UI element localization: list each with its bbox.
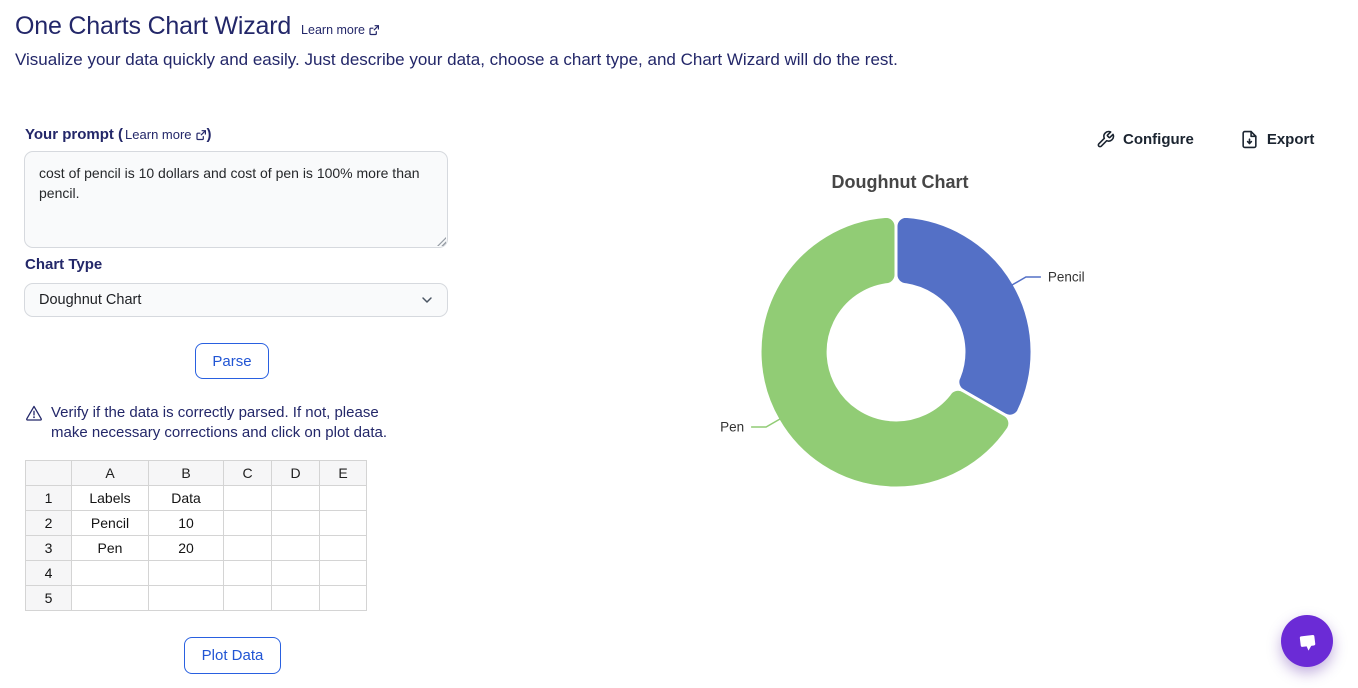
header-learn-more-label: Learn more — [301, 23, 365, 37]
sheet-row-header: 2 — [25, 510, 72, 536]
sheet-row-header: 3 — [25, 535, 72, 561]
sheet-col-header: B — [148, 460, 224, 486]
donut-label-line-pencil — [1011, 276, 1041, 286]
sheet-cell-b4[interactable] — [148, 560, 224, 586]
donut-segment-pencil[interactable] — [894, 214, 1034, 418]
file-download-icon — [1240, 130, 1259, 149]
sheet-col-header: E — [319, 460, 367, 486]
sheet-row: 1 Labels Data — [25, 485, 367, 511]
configure-button[interactable]: Configure — [1096, 130, 1194, 149]
prompt-label-suffix: ) — [206, 126, 212, 143]
prompt-learn-more-label: Learn more — [125, 127, 192, 142]
sheet-row-header: 5 — [25, 585, 72, 611]
donut-label-pen: Pen — [720, 420, 744, 435]
sheet-cell-a2[interactable]: Pencil — [71, 510, 149, 536]
sheet-cell-e1[interactable] — [319, 485, 367, 511]
plot-data-button[interactable]: Plot Data — [184, 637, 281, 674]
sheet-cell-b3[interactable]: 20 — [148, 535, 224, 561]
warning-text: Verify if the data is correctly parsed. … — [51, 404, 387, 441]
sheet-cell-d1[interactable] — [271, 485, 320, 511]
header-learn-more-link[interactable]: Learn more — [301, 23, 380, 37]
data-sheet: A B C D E 1 Labels Data 2 Pencil 10 3 Pe… — [25, 460, 367, 611]
sheet-cell-d5[interactable] — [271, 585, 320, 611]
app-header: One Charts Chart Wizard Learn more Visua… — [15, 12, 898, 70]
sheet-cell-c1[interactable] — [223, 485, 272, 511]
sheet-cell-c3[interactable] — [223, 535, 272, 561]
chart-type-select[interactable]: Doughnut Chart — [24, 283, 448, 317]
configure-label: Configure — [1123, 131, 1194, 148]
sheet-row-header: 1 — [25, 485, 72, 511]
chat-widget-button[interactable] — [1281, 615, 1333, 667]
donut-segment-pen[interactable] — [758, 214, 1012, 490]
sheet-row: 2 Pencil 10 — [25, 510, 367, 536]
donut-label-pencil: Pencil — [1048, 270, 1085, 285]
donut-label-line-pen — [751, 418, 781, 428]
sheet-header-row: A B C D E — [25, 460, 367, 486]
chart-type-selected-value: Doughnut Chart — [39, 292, 142, 308]
prompt-label-prefix: Your prompt ( — [25, 126, 124, 143]
sheet-cell-e2[interactable] — [319, 510, 367, 536]
parse-warning: Verify if the data is correctly parsed. … — [25, 403, 397, 443]
warning-icon — [25, 404, 43, 443]
sheet-cell-b5[interactable] — [148, 585, 224, 611]
sheet-col-header: D — [271, 460, 320, 486]
prompt-label: Your prompt ( Learn more ) — [25, 126, 212, 143]
external-link-icon — [368, 24, 380, 36]
parse-button[interactable]: Parse — [195, 343, 269, 379]
wrench-icon — [1096, 130, 1115, 149]
sheet-row: 4 — [25, 560, 367, 586]
sheet-col-header: A — [71, 460, 149, 486]
sheet-cell-e4[interactable] — [319, 560, 367, 586]
export-button[interactable]: Export — [1240, 130, 1315, 149]
sheet-cell-a3[interactable]: Pen — [71, 535, 149, 561]
prompt-learn-more-link[interactable]: Learn more — [125, 127, 206, 142]
sheet-cell-c4[interactable] — [223, 560, 272, 586]
sheet-cell-a5[interactable] — [71, 585, 149, 611]
sheet-row: 5 — [25, 585, 367, 611]
doughnut-chart: Pencil Pen — [720, 214, 1085, 490]
chevron-down-icon — [419, 292, 435, 308]
sheet-corner-cell — [25, 460, 72, 486]
sheet-cell-e3[interactable] — [319, 535, 367, 561]
chart-title: Doughnut Chart — [831, 172, 969, 192]
external-link-icon — [195, 129, 207, 141]
sheet-cell-d2[interactable] — [271, 510, 320, 536]
export-label: Export — [1266, 131, 1315, 148]
sheet-cell-e5[interactable] — [319, 585, 367, 611]
chart-type-label: Chart Type — [25, 256, 103, 273]
sheet-cell-c5[interactable] — [223, 585, 272, 611]
prompt-input[interactable]: cost of pencil is 10 dollars and cost of… — [24, 151, 448, 248]
page-subtitle: Visualize your data quickly and easily. … — [15, 50, 898, 69]
sheet-row: 3 Pen 20 — [25, 535, 367, 561]
sheet-cell-a1[interactable]: Labels — [71, 485, 149, 511]
sheet-cell-b2[interactable]: 10 — [148, 510, 224, 536]
sheet-cell-d4[interactable] — [271, 560, 320, 586]
sheet-cell-c2[interactable] — [223, 510, 272, 536]
sheet-cell-a4[interactable] — [71, 560, 149, 586]
sheet-row-header: 4 — [25, 560, 72, 586]
sheet-col-header: C — [223, 460, 272, 486]
chat-icon — [1294, 628, 1321, 655]
page-title: One Charts Chart Wizard — [15, 12, 292, 40]
sheet-cell-d3[interactable] — [271, 535, 320, 561]
chart-toolbar: Configure Export — [1096, 130, 1314, 149]
sheet-cell-b1[interactable]: Data — [148, 485, 224, 511]
